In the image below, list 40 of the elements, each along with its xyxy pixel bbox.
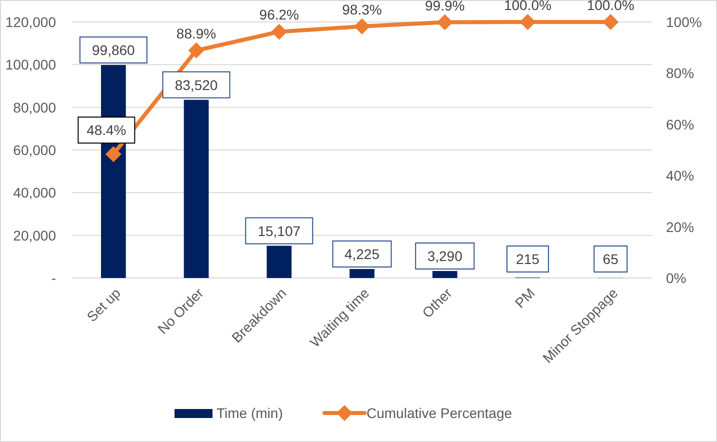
point	[188, 42, 204, 58]
x-tick-label: Set up	[84, 284, 124, 325]
bar	[350, 268, 374, 278]
y2-tick-label: 60%	[666, 116, 694, 132]
data-label: 48.4%	[86, 122, 126, 138]
point	[354, 18, 370, 34]
legend-label: Time (min)	[216, 405, 283, 421]
data-label: 100.0%	[504, 0, 552, 13]
data-label: 96.2%	[259, 6, 299, 23]
y-tick-label: 100,000	[5, 56, 56, 73]
data-label: 83,520	[174, 76, 218, 93]
y-tick-label: 80,000	[13, 99, 56, 116]
data-label: 215	[516, 251, 540, 267]
data-label: 65	[602, 251, 619, 267]
data-label: 100.0%	[586, 0, 634, 13]
x-tick-label: PM	[512, 284, 538, 311]
y-tick-label: 20,000	[13, 227, 56, 244]
y-tick-label: 120,000	[5, 14, 56, 30]
data-label: 99.9%	[425, 0, 465, 14]
data-label: 98.3%	[342, 1, 382, 18]
data-label: 3,290	[427, 248, 463, 264]
data-label: 99,860	[92, 42, 136, 58]
y-tick-label: 40,000	[13, 184, 56, 201]
point	[271, 24, 288, 40]
point	[105, 146, 122, 162]
y2-tick-label: 20%	[666, 218, 694, 235]
data-label: 4,225	[344, 246, 380, 262]
y2-tick-label: 40%	[666, 168, 694, 184]
point	[520, 14, 536, 30]
legend-label: Cumulative Percentage	[366, 405, 512, 421]
y2-tick-label: 0%	[666, 270, 686, 286]
bar	[432, 270, 458, 278]
data-label: 88.9%	[176, 25, 216, 42]
point	[436, 14, 453, 30]
point	[602, 14, 619, 30]
y-tick-label: 60,000	[13, 142, 56, 158]
y2-tick-label: 100%	[666, 14, 702, 30]
data-label: 15,107	[258, 222, 301, 239]
y-tick-label: -	[51, 270, 56, 286]
y2-tick-label: 80%	[666, 65, 694, 82]
